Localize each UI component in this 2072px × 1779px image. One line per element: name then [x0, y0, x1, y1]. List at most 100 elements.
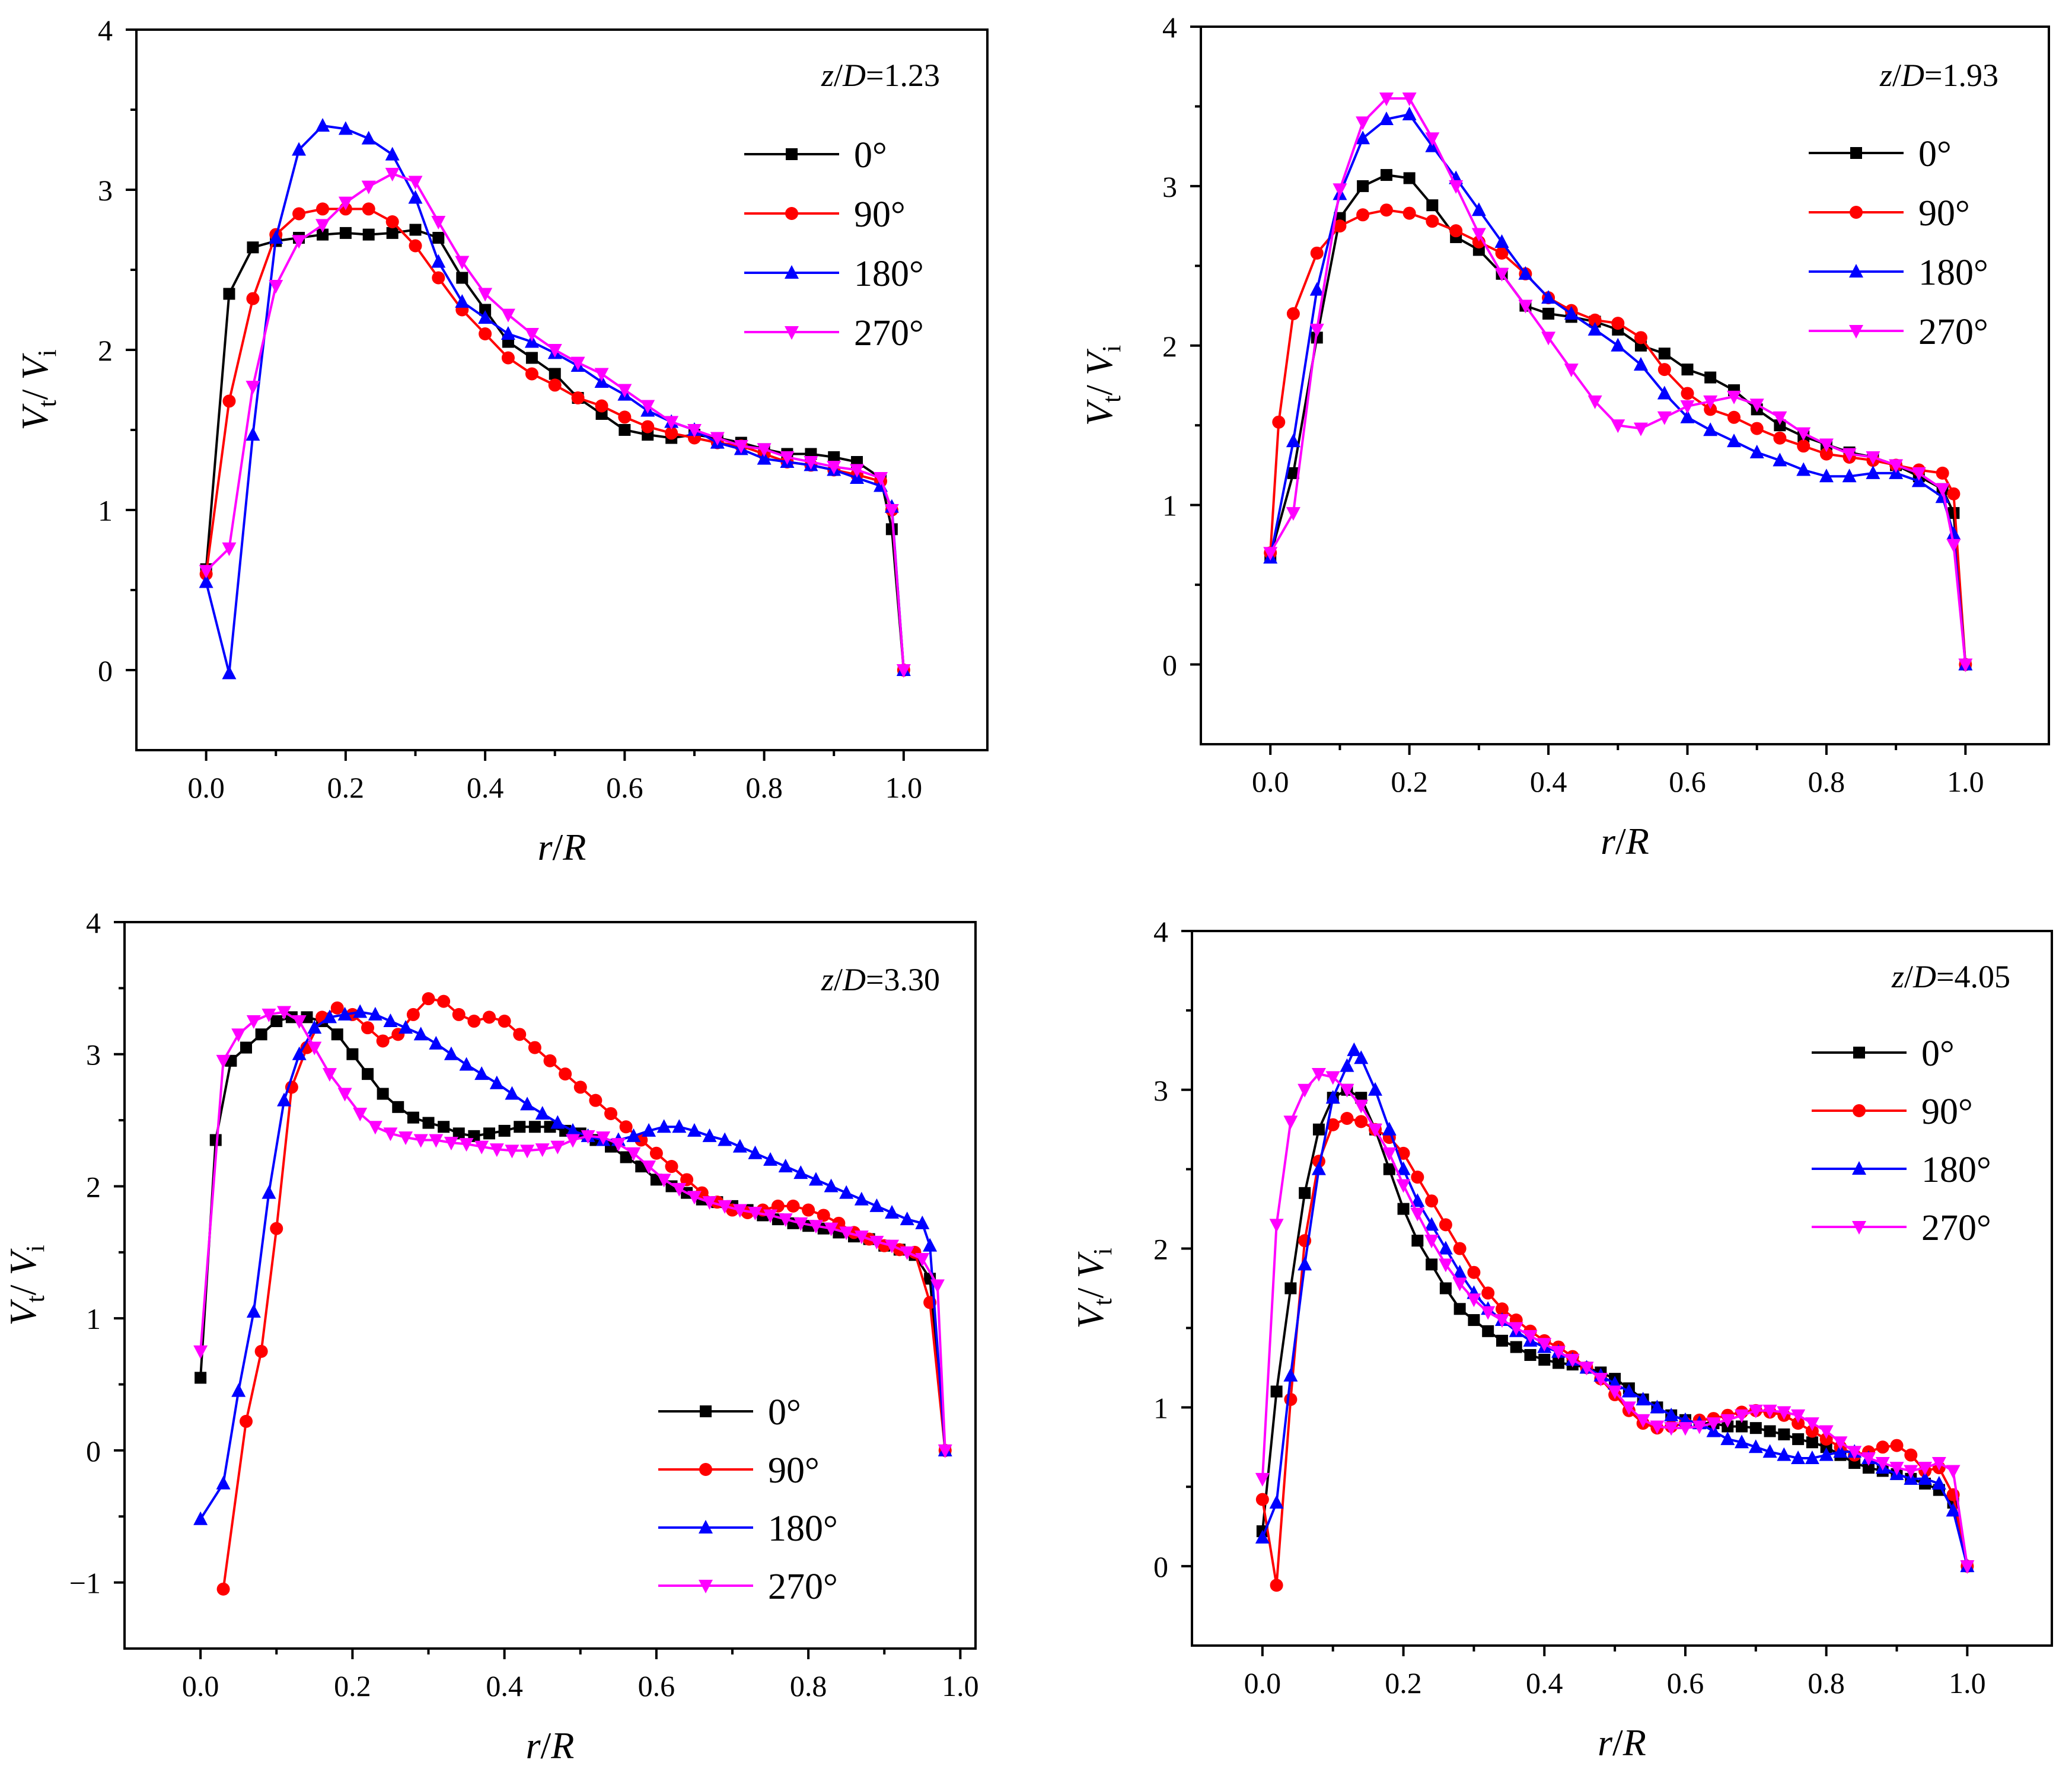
y-tick-label: 4	[1153, 915, 1168, 948]
series-line	[205, 208, 905, 671]
y-axis-label: Vt/ Vi	[2, 1245, 50, 1325]
data-point	[1736, 1420, 1748, 1433]
legend-label: 90°	[1921, 1092, 1973, 1132]
data-point	[383, 1127, 398, 1142]
legend-marker	[785, 265, 799, 279]
data-point	[409, 224, 422, 236]
data-point	[322, 1068, 337, 1082]
data-point	[429, 1035, 444, 1050]
data-point	[1411, 1171, 1424, 1184]
data-point	[1255, 1472, 1270, 1487]
x-tick-label: 0.4	[1526, 1666, 1563, 1700]
plot-frame	[123, 921, 977, 1650]
data-point	[383, 1013, 398, 1028]
data-point	[1541, 290, 1556, 304]
series-line	[1261, 1048, 1969, 1567]
data-point	[1703, 395, 1718, 409]
x-tick-label: 0.4	[467, 771, 504, 804]
data-point	[1735, 1434, 1749, 1449]
data-point	[1657, 363, 1671, 377]
y-tick-label: 3	[86, 1038, 101, 1072]
data-point	[505, 1144, 519, 1159]
y-tick-label: 4	[86, 906, 101, 939]
data-point	[824, 1222, 839, 1236]
data-point	[1796, 427, 1811, 441]
data-point	[642, 1161, 656, 1175]
legend-label: 270°	[1921, 1208, 1991, 1248]
data-point	[596, 1131, 611, 1146]
data-point	[1805, 1417, 1819, 1432]
legend-item: 90°	[658, 1450, 820, 1491]
data-point	[1283, 1115, 1298, 1130]
data-point	[1664, 1422, 1679, 1436]
data-point	[1847, 1446, 1862, 1460]
data-point	[498, 1015, 511, 1028]
data-point	[501, 308, 515, 323]
data-point	[431, 216, 446, 229]
data-point	[1471, 228, 1486, 242]
data-point	[1311, 1068, 1326, 1082]
data-point	[392, 1101, 404, 1113]
data-point	[1380, 169, 1392, 181]
data-point	[1805, 1424, 1819, 1438]
data-point	[455, 256, 470, 270]
y-tick-label: 0	[1162, 649, 1177, 682]
data-point	[1749, 444, 1764, 458]
legend-label: 180°	[1918, 253, 1988, 293]
data-point	[718, 1132, 732, 1146]
data-point	[1396, 1179, 1411, 1193]
legend-item: 90°	[1812, 1092, 1973, 1132]
data-point	[1946, 526, 1961, 540]
data-point	[1495, 1302, 1509, 1316]
data-point	[222, 665, 237, 680]
data-point	[246, 381, 260, 395]
data-point	[456, 272, 468, 284]
data-point	[1796, 462, 1811, 476]
series-270deg	[193, 1006, 952, 1458]
data-point	[1935, 483, 1950, 497]
data-point	[594, 368, 609, 382]
data-point	[571, 391, 585, 404]
data-point	[1481, 1286, 1495, 1300]
legend-item: 270°	[658, 1567, 838, 1607]
data-point	[1354, 1099, 1369, 1114]
data-point	[353, 1107, 368, 1121]
data-point	[1842, 468, 1857, 483]
data-point	[1680, 400, 1695, 414]
chart-panel-2: 0.0 0.2 0.4 0.6 0.8 1.0 0 1 2 3 4 r/R Vt/ Vi z/D=1.93…	[1078, 11, 2050, 862]
legend-marker	[1853, 1104, 1866, 1117]
data-point	[1269, 1495, 1284, 1509]
data-point	[478, 288, 493, 302]
legend-marker	[1849, 325, 1863, 339]
data-point	[1608, 1385, 1622, 1399]
data-point	[1411, 1235, 1424, 1247]
x-axis-label: r/R	[1601, 820, 1649, 862]
data-point	[589, 1093, 603, 1107]
data-point	[869, 1236, 884, 1249]
data-point	[687, 424, 702, 438]
data-point	[1379, 111, 1394, 125]
x-tick-label: 0.8	[745, 771, 783, 804]
data-point	[1325, 1071, 1340, 1085]
data-point	[1496, 1334, 1508, 1347]
data-point	[1720, 1431, 1735, 1445]
data-point	[377, 1088, 389, 1100]
legend-marker	[1852, 1161, 1866, 1175]
data-point	[874, 472, 888, 486]
data-point	[930, 1279, 945, 1293]
y-tick-label: 0	[1153, 1550, 1168, 1583]
data-point	[1425, 132, 1440, 146]
series-line	[205, 228, 905, 671]
data-point	[1298, 1083, 1312, 1098]
data-point	[455, 294, 470, 308]
y-tick-label: 2	[98, 334, 113, 367]
data-point	[535, 1143, 550, 1158]
data-point	[839, 1185, 854, 1199]
data-point	[672, 1119, 687, 1133]
data-point	[444, 1136, 458, 1150]
data-point	[1284, 1392, 1298, 1406]
data-point	[1819, 1425, 1834, 1439]
y-tick-label: 1	[86, 1302, 101, 1335]
data-point	[804, 456, 818, 470]
legend-label: 180°	[1921, 1150, 1991, 1190]
